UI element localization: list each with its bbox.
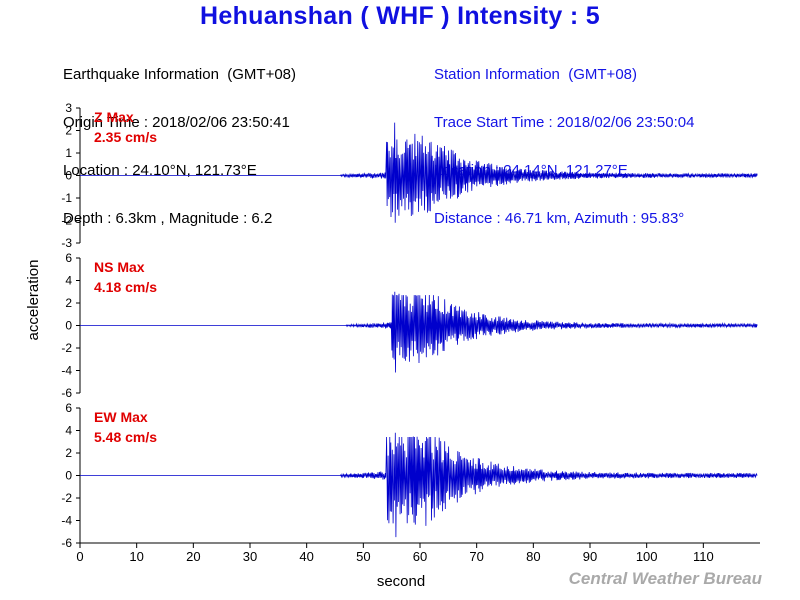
x-tick-label: 100 bbox=[636, 549, 658, 564]
earthquake-info: Earthquake Information (GMT+08) Origin T… bbox=[63, 35, 296, 243]
y-tick-label-ns: 4 bbox=[65, 274, 72, 288]
x-axis-title: second bbox=[377, 573, 425, 590]
y-tick-label-z: 0 bbox=[65, 169, 72, 183]
x-tick-label: 110 bbox=[693, 549, 714, 564]
y-tick-label-ew: 4 bbox=[65, 424, 72, 438]
x-tick-label: 80 bbox=[526, 549, 540, 564]
y-tick-label-z: 3 bbox=[65, 101, 72, 115]
y-tick-label-ew: 0 bbox=[65, 469, 72, 483]
waveform-ew bbox=[80, 432, 758, 538]
x-tick-label: 20 bbox=[186, 549, 200, 564]
panel-max-z: 2.35 cm/s bbox=[94, 129, 157, 145]
y-tick-label-ew: 6 bbox=[65, 401, 72, 415]
waveform-z bbox=[80, 122, 758, 223]
earthquake-info-heading: Earthquake Information (GMT+08) bbox=[63, 66, 297, 83]
y-axis-title: acceleration bbox=[25, 260, 42, 341]
x-tick-label: 50 bbox=[356, 549, 370, 564]
panel-label-ns: NS Max bbox=[94, 259, 145, 275]
depth-magnitude: Depth : 6.3km , Magnitude : 6.2 bbox=[63, 210, 273, 227]
credit-text: Central Weather Bureau bbox=[568, 569, 762, 588]
x-tick-label: 90 bbox=[583, 549, 597, 564]
distance-azimuth: Distance : 46.71 km, Azimuth : 95.83° bbox=[434, 210, 685, 227]
y-tick-label-ns: -6 bbox=[61, 386, 72, 400]
y-tick-label-ns: 0 bbox=[65, 319, 72, 333]
panel-max-ns: 4.18 cm/s bbox=[94, 279, 157, 295]
y-tick-label-ew: -2 bbox=[61, 491, 72, 505]
panel-max-ew: 5.48 cm/s bbox=[94, 429, 157, 445]
x-tick-label: 60 bbox=[413, 549, 427, 564]
waveform-ns bbox=[80, 291, 758, 373]
x-tick-label: 0 bbox=[76, 549, 83, 564]
epicenter-location: Location : 24.10°N, 121.73°E bbox=[63, 162, 257, 179]
y-tick-label-z: 2 bbox=[65, 124, 72, 138]
station-info-heading: Station Information (GMT+08) bbox=[434, 66, 637, 83]
y-tick-label-ns: -2 bbox=[61, 341, 72, 355]
x-tick-label: 30 bbox=[243, 549, 257, 564]
y-tick-label-ew: -6 bbox=[61, 536, 72, 550]
y-tick-label-ns: 2 bbox=[65, 296, 72, 310]
y-tick-label-ns: -4 bbox=[61, 364, 72, 378]
x-tick-label: 10 bbox=[129, 549, 143, 564]
y-tick-label-z: 1 bbox=[65, 146, 72, 160]
panel-label-z: Z Max bbox=[94, 109, 134, 125]
x-tick-label: 70 bbox=[469, 549, 483, 564]
y-tick-label-ew: -4 bbox=[61, 514, 72, 528]
x-tick-label: 40 bbox=[299, 549, 313, 564]
trace-start-time: Trace Start Time : 2018/02/06 23:50:04 bbox=[434, 114, 695, 131]
y-tick-label-z: -3 bbox=[61, 236, 72, 250]
y-tick-label-ew: 2 bbox=[65, 446, 72, 460]
y-tick-label-z: -1 bbox=[61, 191, 72, 205]
origin-time: Origin Time : 2018/02/06 23:50:41 bbox=[63, 114, 290, 131]
y-tick-label-ns: 6 bbox=[65, 251, 72, 265]
panel-label-ew: EW Max bbox=[94, 409, 148, 425]
chart-title: Hehuanshan ( WHF ) Intensity : 5 bbox=[200, 2, 600, 30]
y-tick-label-z: -2 bbox=[61, 214, 72, 228]
